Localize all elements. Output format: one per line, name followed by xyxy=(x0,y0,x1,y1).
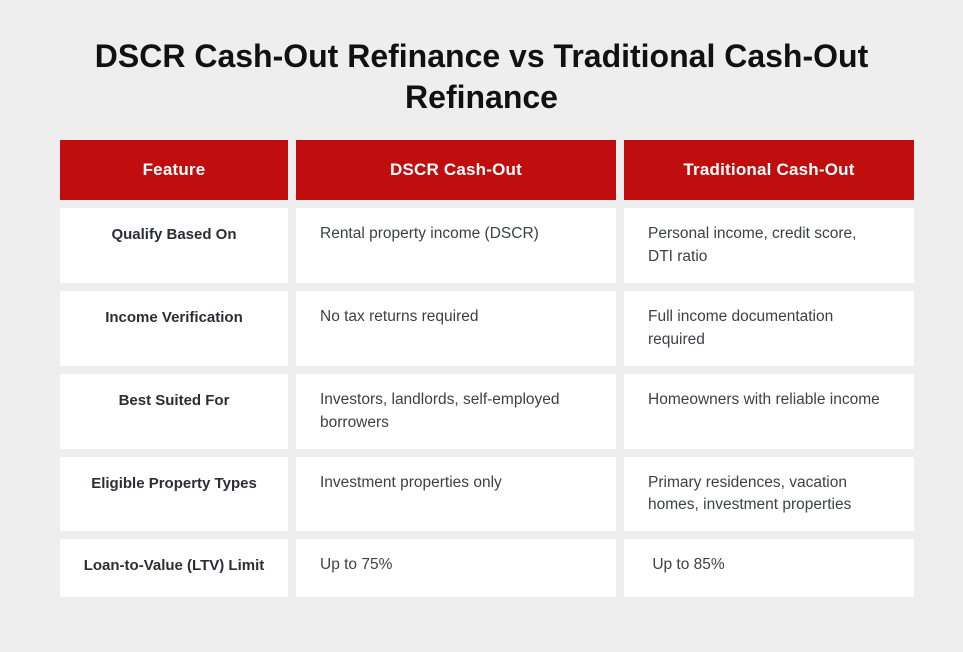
page-title: DSCR Cash-Out Refinance vs Traditional C… xyxy=(94,38,869,115)
comparison-table: Feature DSCR Cash-Out Traditional Cash-O… xyxy=(60,139,914,598)
table-header-row: Feature DSCR Cash-Out Traditional Cash-O… xyxy=(60,139,914,200)
dscr-value: Up to 75% xyxy=(296,539,616,598)
table-row: Best Suited For Investors, landlords, se… xyxy=(60,373,914,449)
dscr-value: Investment properties only xyxy=(296,456,616,532)
table-row: Loan-to-Value (LTV) Limit Up to 75% Up t… xyxy=(60,539,914,598)
feature-label: Loan-to-Value (LTV) Limit xyxy=(60,539,288,598)
dscr-value: No tax returns required xyxy=(296,290,616,366)
dscr-value: Rental property income (DSCR) xyxy=(296,207,616,283)
traditional-value: Primary residences, vacation homes, inve… xyxy=(624,456,914,532)
table-row: Income Verification No tax returns requi… xyxy=(60,290,914,366)
feature-label: Best Suited For xyxy=(60,373,288,449)
traditional-value: Homeowners with reliable income xyxy=(624,373,914,449)
column-header-dscr-cash-out: DSCR Cash-Out xyxy=(296,139,616,200)
infographic-page: DSCR Cash-Out Refinance vs Traditional C… xyxy=(0,36,963,598)
traditional-value: Up to 85% xyxy=(624,539,914,598)
feature-label: Eligible Property Types xyxy=(60,456,288,532)
traditional-value: Full income documentation required xyxy=(624,290,914,366)
column-header-traditional-cash-out: Traditional Cash-Out xyxy=(624,139,914,200)
table-row: Eligible Property Types Investment prope… xyxy=(60,456,914,532)
table-row: Qualify Based On Rental property income … xyxy=(60,207,914,283)
column-header-feature: Feature xyxy=(60,139,288,200)
feature-label: Qualify Based On xyxy=(60,207,288,283)
dscr-value: Investors, landlords, self-employed borr… xyxy=(296,373,616,449)
traditional-value: Personal income, credit score, DTI ratio xyxy=(624,207,914,283)
feature-label: Income Verification xyxy=(60,290,288,366)
